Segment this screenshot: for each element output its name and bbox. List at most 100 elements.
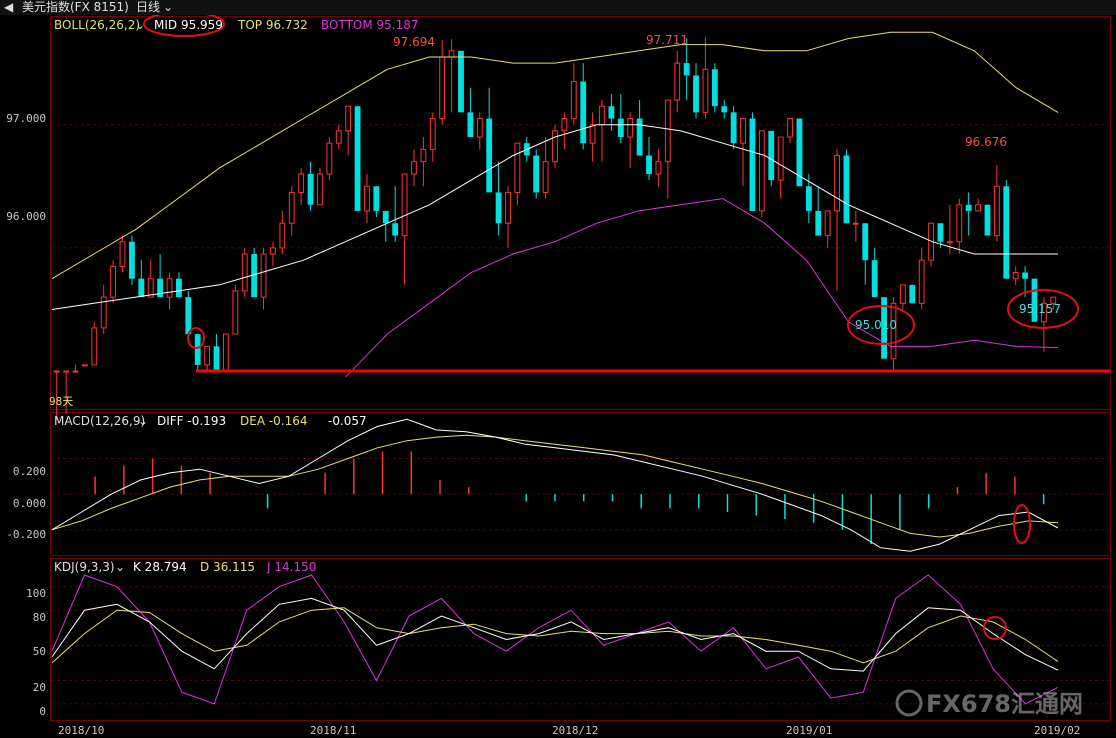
- kdj-tick-80: 80: [33, 611, 46, 624]
- kdj-tick-100: 100: [26, 587, 46, 600]
- candle-29: [326, 137, 333, 181]
- candle-1: [63, 370, 70, 415]
- candle-body-68: [693, 75, 699, 113]
- candle-body-22: [260, 253, 267, 298]
- title-bar: ◀ 美元指数(FX 8151) 日线 ⌄: [0, 0, 1116, 15]
- candle-99: [984, 204, 991, 236]
- macd-diff-line: [51, 418, 1059, 552]
- candle-body-15: [194, 334, 201, 365]
- candle-4: [91, 321, 98, 366]
- candle-body-8: [129, 241, 135, 279]
- candle-37: [401, 173, 408, 285]
- candle-body-16: [204, 345, 211, 366]
- candle-11: [157, 254, 164, 298]
- boll-dropdown-icon: ⌄: [135, 18, 145, 32]
- candle-body-57: [589, 124, 596, 144]
- candle-74: [749, 112, 756, 211]
- candle-0: [53, 370, 60, 421]
- candle-body-32: [354, 106, 361, 211]
- bottom-left-label: 98天: [49, 395, 73, 408]
- candle-body-89: [890, 302, 897, 360]
- candle-body-63: [646, 155, 652, 174]
- candle-12: [166, 272, 173, 310]
- candle-19: [232, 284, 239, 335]
- candle-body-24: [279, 222, 286, 249]
- candle-5: [100, 284, 107, 335]
- candle-18: [223, 333, 229, 372]
- date-label-feb: 2019/02: [1034, 724, 1080, 737]
- low-95157-circle: [1007, 289, 1079, 329]
- candle-89: [890, 297, 897, 370]
- macd-axis: 0.200 0.000 -0.200: [6, 465, 46, 541]
- candle-body-42: [448, 50, 455, 58]
- candle-46: [486, 87, 493, 193]
- boll-top-line: [51, 31, 1059, 280]
- candle-body-104: [1031, 278, 1038, 322]
- candle-101: [1003, 180, 1010, 279]
- candle-102: [1012, 266, 1019, 285]
- candlestick-series: [53, 37, 1057, 421]
- candle-body-106: [1050, 296, 1057, 304]
- candle-23: [270, 241, 276, 267]
- kdj-legend: KDJ(9,3,3) ⌄ K 28.794 D 36.115 J 14.150: [54, 560, 316, 574]
- candle-body-10: [147, 278, 154, 298]
- candle-72: [730, 106, 737, 150]
- candle-body-72: [730, 112, 737, 144]
- candle-body-26: [298, 173, 305, 193]
- candle-body-46: [486, 118, 493, 193]
- candle-31: [345, 105, 352, 156]
- candle-48: [505, 186, 511, 248]
- candle-59: [608, 93, 615, 131]
- candle-body-38: [411, 161, 417, 175]
- candle-body-30: [335, 130, 342, 144]
- boll-legend: BOLL(26,26,2) ⌄ MID 95.959 TOP 96.732 BO…: [54, 18, 419, 32]
- candle-71: [721, 100, 728, 119]
- candle-body-29: [326, 142, 333, 175]
- candle-body-0: [53, 370, 60, 373]
- candle-73: [740, 118, 746, 187]
- annotation-97711: 97.711: [646, 33, 688, 47]
- candle-body-91: [909, 284, 916, 304]
- candle-body-65: [664, 99, 671, 163]
- candle-75: [758, 130, 765, 218]
- candle-2: [72, 364, 79, 373]
- candle-65: [664, 99, 671, 199]
- candle-body-83: [834, 154, 840, 212]
- candle-body-59: [608, 106, 615, 119]
- annotation-96676: 96.676: [965, 135, 1007, 149]
- watermark-text: FX678汇通网: [926, 690, 1083, 718]
- chart-title: 美元指数(FX 8151): [22, 0, 129, 14]
- boll-bottom-line: [345, 198, 1059, 378]
- candle-14: [185, 290, 192, 335]
- candle-98: [975, 198, 981, 212]
- candle-body-101: [1003, 186, 1010, 279]
- candle-body-96: [956, 204, 963, 243]
- candle-body-21: [251, 254, 258, 298]
- candle-3: [81, 364, 88, 367]
- low-95010-circle: [847, 305, 915, 345]
- candle-97: [965, 192, 972, 236]
- candle-body-94: [937, 223, 944, 242]
- candle-body-52: [542, 161, 549, 193]
- macd-dea-line: [51, 434, 1059, 538]
- candle-body-1: [63, 370, 70, 373]
- candle-8: [129, 235, 135, 285]
- watermark-logo-icon: [895, 689, 923, 717]
- kdj-j-value: J 14.150: [266, 560, 316, 574]
- kdj-tick-50: 50: [33, 645, 46, 658]
- candle-42: [448, 39, 455, 113]
- candle-96: [956, 198, 963, 255]
- candle-51: [533, 149, 540, 199]
- candle-body-36: [392, 223, 399, 236]
- candle-52: [542, 137, 549, 199]
- watermark: FX678汇通网: [895, 689, 1083, 718]
- candle-body-31: [345, 105, 352, 132]
- candle-body-11: [157, 278, 164, 298]
- candle-body-51: [533, 155, 540, 193]
- candle-body-56: [580, 81, 587, 144]
- candle-body-87: [871, 260, 878, 298]
- candle-body-17: [213, 346, 220, 372]
- candle-85: [852, 210, 859, 242]
- boll-mid-line: [51, 124, 1058, 310]
